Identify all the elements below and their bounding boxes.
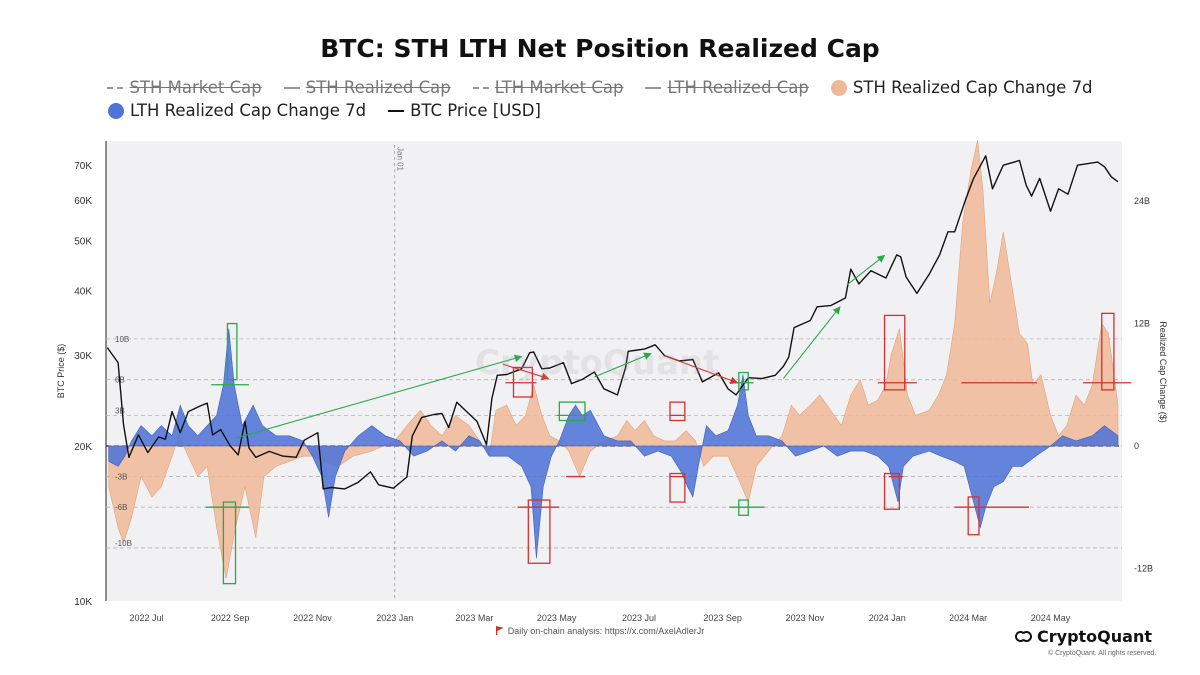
red-highlight-box — [883, 314, 906, 391]
right-axis-tick-label: 24B — [1134, 196, 1150, 206]
lth-change-area — [108, 328, 1119, 559]
x-axis-tick-label: 2024 Mar — [949, 613, 987, 623]
green-trend-arrow — [846, 254, 886, 286]
copyright: © CryptoQuant. All rights reserved. — [1048, 650, 1157, 657]
watermark: CryptoQuant — [475, 343, 720, 383]
brand-name: CryptoQuant — [1037, 627, 1152, 646]
x-axis-tick-label: 2024 Jan — [869, 613, 906, 623]
jan01-marker-label: Jan 01 — [396, 147, 405, 172]
legend-item-sth-realized-cap[interactable]: STH Realized Cap — [283, 78, 451, 97]
left-axis-tick-label: 30K — [74, 351, 92, 362]
flag-icon — [495, 626, 504, 635]
x-axis-tick-label: 2023 Jul — [622, 613, 656, 623]
footer-note-text: Daily on-chain analysis: https://x.com/A… — [507, 626, 705, 636]
dashed-line-icon — [472, 86, 489, 89]
green-highlight-box — [222, 501, 237, 585]
inner-level-label: 3B — [115, 406, 125, 415]
left-axis-title: BTC Price ($) — [56, 344, 66, 399]
right-axis-tick-label: 12B — [1134, 319, 1150, 329]
right-axis-tick-label: 0 — [1134, 441, 1139, 451]
chart-title: BTC: STH LTH Net Position Realized Cap — [320, 34, 880, 63]
line-icon — [283, 86, 300, 89]
left-axis-tick-label: 60K — [74, 196, 92, 207]
legend-row: STH Market Cap STH Realized Cap LTH Mark… — [0, 78, 1200, 97]
line-icon — [388, 109, 405, 112]
red-trend-arrow — [502, 363, 550, 381]
green-highlight-box — [738, 371, 749, 391]
footer-note: Daily on-chain analysis: https://x.com/A… — [0, 626, 1200, 636]
left-axis-tick-label: 10K — [74, 597, 92, 608]
x-axis-tick-label: 2023 May — [537, 613, 577, 623]
legend-item-sth-market-cap[interactable]: STH Market Cap — [107, 78, 262, 97]
red-highlight-box — [883, 472, 901, 510]
red-highlight-box — [669, 401, 686, 422]
red-highlight-box — [527, 499, 551, 564]
circle-icon — [830, 79, 847, 96]
right-axis-tick-label: -12B — [1134, 563, 1153, 573]
sth-change-area — [108, 139, 1119, 579]
right-axis-title: Realized Cap Change ($) — [1158, 321, 1168, 423]
green-highlight-box — [226, 322, 238, 381]
green-trend-arrow — [235, 354, 523, 439]
x-axis-tick-label: 2023 Jan — [376, 613, 413, 623]
left-axis-tick-label: 50K — [74, 237, 92, 248]
brand-logo: CryptoQuant — [1015, 627, 1152, 646]
green-trend-arrow — [782, 306, 841, 379]
inner-level-label: 10B — [115, 335, 129, 344]
legend-item-lth-market-cap[interactable]: LTH Market Cap — [472, 78, 623, 97]
x-axis-tick-label: 2022 Sep — [211, 613, 250, 623]
legend-item-sth-change[interactable]: STH Realized Cap Change 7d — [830, 78, 1093, 97]
red-highlight-box — [669, 472, 686, 503]
left-axis-tick-label: 40K — [74, 287, 92, 298]
x-axis-tick-label: 2023 Sep — [703, 613, 742, 623]
left-axis-tick-label: 70K — [74, 161, 92, 172]
legend-item-lth-realized-cap[interactable]: LTH Realized Cap — [645, 78, 809, 97]
x-axis-tick-label: 2022 Jul — [129, 613, 163, 623]
legend-row: LTH Realized Cap Change 7d BTC Price [US… — [0, 101, 1200, 120]
dashed-line-icon — [107, 86, 124, 89]
inner-level-label: -6B — [115, 503, 127, 512]
line-icon — [645, 86, 662, 89]
green-highlight-box — [738, 499, 749, 516]
inner-level-label: -3B — [115, 473, 127, 482]
inner-level-label: -10B — [115, 539, 132, 548]
x-axis-tick-label: 2023 Nov — [786, 613, 825, 623]
legend-item-btc-price[interactable]: BTC Price [USD] — [388, 101, 541, 120]
x-axis-tick-label: 2023 Mar — [455, 613, 493, 623]
red-highlight-box — [512, 366, 534, 398]
red-highlight-box — [967, 496, 980, 536]
cryptoquant-logo-icon — [1015, 630, 1033, 644]
x-axis-tick-label: 2022 Nov — [293, 613, 332, 623]
green-highlight-box — [558, 401, 586, 422]
x-axis-tick-label: 2024 May — [1031, 613, 1071, 623]
circle-icon — [108, 102, 124, 119]
red-highlight-box — [1101, 312, 1115, 391]
red-trend-arrow — [664, 355, 739, 384]
green-trend-arrow — [594, 352, 652, 378]
legend-item-lth-change[interactable]: LTH Realized Cap Change 7d — [108, 101, 366, 120]
left-axis-tick-label: 20K — [74, 442, 92, 453]
